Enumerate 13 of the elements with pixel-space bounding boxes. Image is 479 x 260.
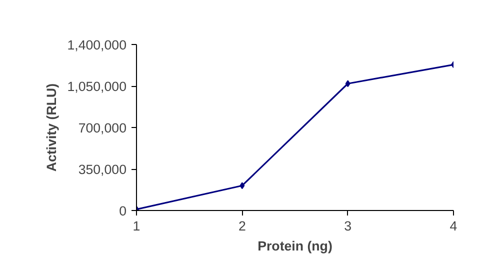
x-tick-label: 1 bbox=[132, 218, 140, 234]
y-tick-label: 0 bbox=[119, 204, 127, 218]
point bbox=[345, 80, 350, 88]
y-tick-label: 350,000 bbox=[78, 162, 127, 177]
y-tick-label: 1,050,000 bbox=[67, 79, 127, 94]
x-tick-label: 2 bbox=[238, 218, 246, 234]
y-tick-label: 700,000 bbox=[78, 120, 127, 136]
point bbox=[240, 182, 245, 190]
x-tick-label: 4 bbox=[450, 218, 458, 234]
y-axis-title: Activity (RLU) bbox=[44, 83, 60, 172]
y-tick-label: 1,400,000 bbox=[67, 38, 127, 52]
x-axis-title: Protein (ng) bbox=[258, 238, 332, 254]
x-tick-label: 3 bbox=[344, 218, 352, 234]
